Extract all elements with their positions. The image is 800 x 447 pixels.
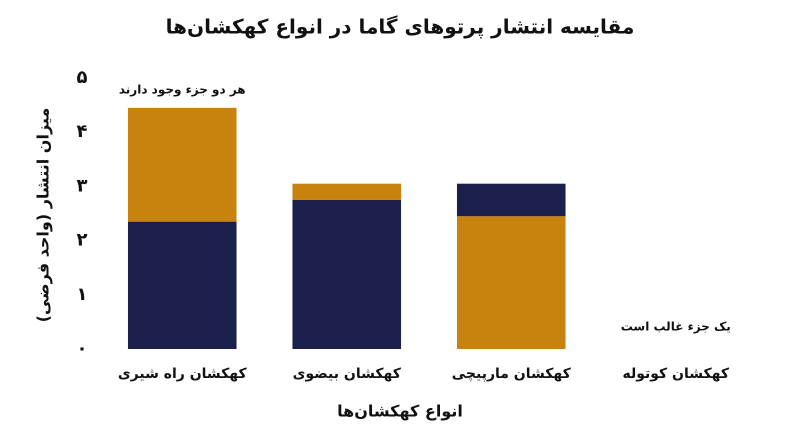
x-tick-label: کهکشان بیضوی: [293, 366, 402, 382]
x-tick-label: کهکشان مارپیچی: [452, 366, 572, 382]
annotation: یک جزء غالب است: [621, 320, 731, 334]
x-axis-title: انواع کهکشان‌ها: [337, 402, 463, 421]
y-axis-title: میزان انتشار (واحد فرضی): [34, 108, 53, 323]
bar-segment: [456, 183, 566, 217]
x-tick-label: کهکشان راه شیری: [118, 366, 248, 382]
bar-segment: [456, 216, 566, 349]
y-tick-label: ۰: [77, 338, 88, 359]
bar-segment: [292, 183, 402, 200]
x-tick-label: کهکشان کوتوله: [622, 366, 729, 382]
y-tick-label: ۲: [77, 230, 88, 251]
bar-segment: [127, 221, 237, 349]
y-tick-label: ۳: [77, 175, 88, 196]
annotation: هر دو جزء وجود دارند: [119, 83, 246, 98]
y-tick-label: ۵: [77, 67, 88, 88]
bar-segment: [127, 107, 237, 222]
y-tick-label: ۴: [77, 121, 88, 142]
chart-title: مقایسه انتشار پرتوهای گاما در انواع کهکش…: [166, 15, 635, 40]
bar-segment: [292, 199, 402, 349]
y-tick-label: ۱: [77, 284, 88, 305]
